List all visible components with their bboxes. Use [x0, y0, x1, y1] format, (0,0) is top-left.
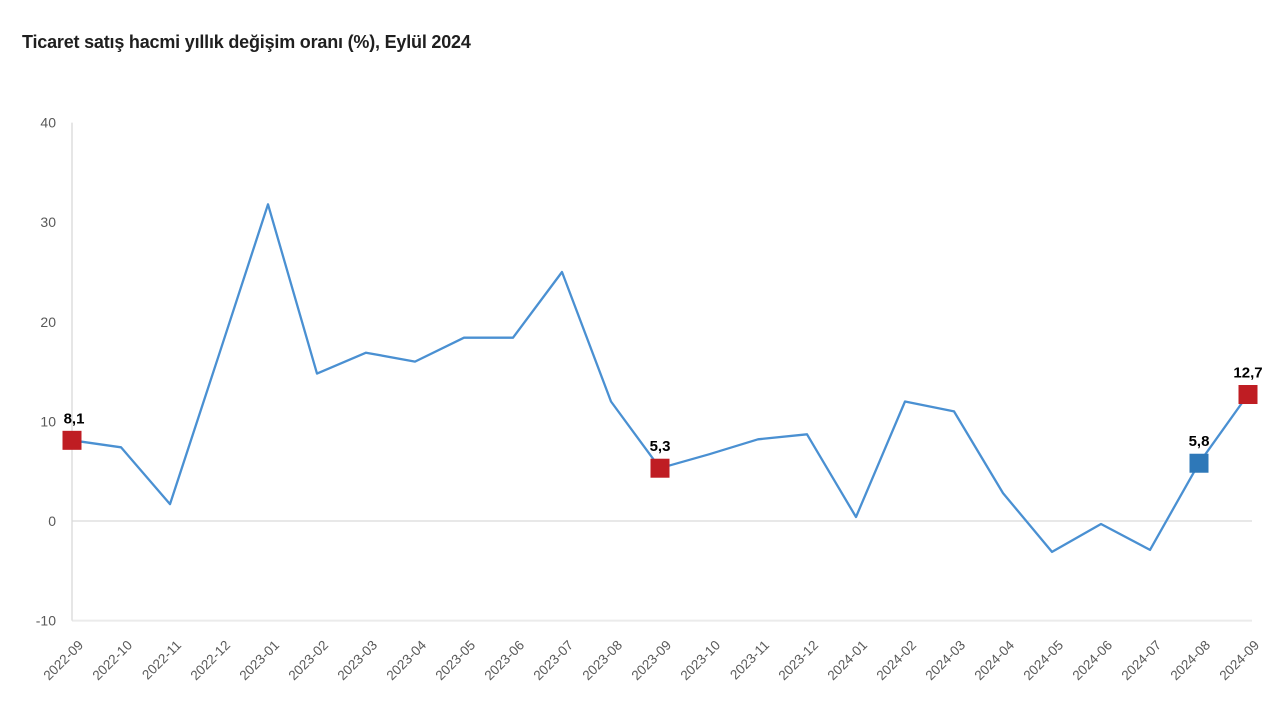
- y-axis-tick-label: 40: [40, 115, 56, 131]
- x-axis-tick-label: 2023-09: [628, 638, 674, 684]
- x-axis-tick-label: 2023-07: [530, 638, 576, 684]
- x-axis-tick-label: 2023-08: [579, 638, 625, 684]
- highlight-marker: [650, 458, 670, 478]
- y-axis-tick-label: 20: [40, 314, 56, 330]
- x-axis-tick-label: 2022-11: [139, 638, 184, 683]
- data-point-label: 12,7: [1233, 365, 1262, 382]
- x-axis-tick-label: 2023-02: [285, 638, 331, 684]
- x-axis-tick-label: 2023-04: [383, 637, 429, 683]
- data-point-label: 5,8: [1189, 433, 1210, 450]
- x-axis-tick-label: 2023-05: [432, 638, 478, 684]
- y-axis-tick-label: 30: [40, 214, 56, 230]
- x-axis-tick-label: 2024-08: [1167, 638, 1213, 684]
- y-axis-tick-label: -10: [36, 613, 56, 629]
- y-axis-tick-label: 0: [48, 513, 56, 529]
- x-axis-tick-label: 2024-03: [922, 638, 968, 684]
- x-axis-tick-label: 2023-11: [727, 638, 772, 683]
- x-axis-tick-label: 2022-09: [40, 638, 86, 684]
- chart-title: Ticaret satış hacmi yıllık değişim oranı…: [22, 32, 471, 52]
- x-axis-tick-label: 2024-01: [824, 638, 870, 684]
- x-axis-tick-label: 2024-09: [1216, 638, 1262, 684]
- y-axis-tick-label: 10: [40, 413, 56, 429]
- x-axis-tick-label: 2022-12: [187, 638, 233, 684]
- x-axis-tick-label: 2023-10: [677, 638, 723, 684]
- data-point-label: 5,3: [650, 438, 671, 455]
- x-axis-tick-label: 2023-01: [236, 638, 282, 684]
- highlight-marker: [1189, 453, 1209, 473]
- trend-line: [70, 203, 1250, 554]
- x-axis-tick-label: 2024-04: [971, 637, 1017, 683]
- x-axis-tick-label: 2024-06: [1069, 638, 1115, 684]
- x-axis-tick-label: 2023-06: [481, 638, 527, 684]
- highlight-marker: [62, 430, 82, 450]
- x-axis-tick-label: 2024-02: [873, 638, 919, 684]
- x-axis-tick-label: 2022-10: [89, 638, 135, 684]
- x-axis-tick-label: 2024-05: [1020, 638, 1066, 684]
- x-axis-tick-label: 2023-12: [775, 638, 821, 684]
- highlight-marker: [1238, 385, 1258, 405]
- x-axis-tick-label: 2024-07: [1118, 638, 1164, 684]
- data-point-label: 8,1: [64, 410, 85, 427]
- x-axis-tick-label: 2023-03: [334, 638, 380, 684]
